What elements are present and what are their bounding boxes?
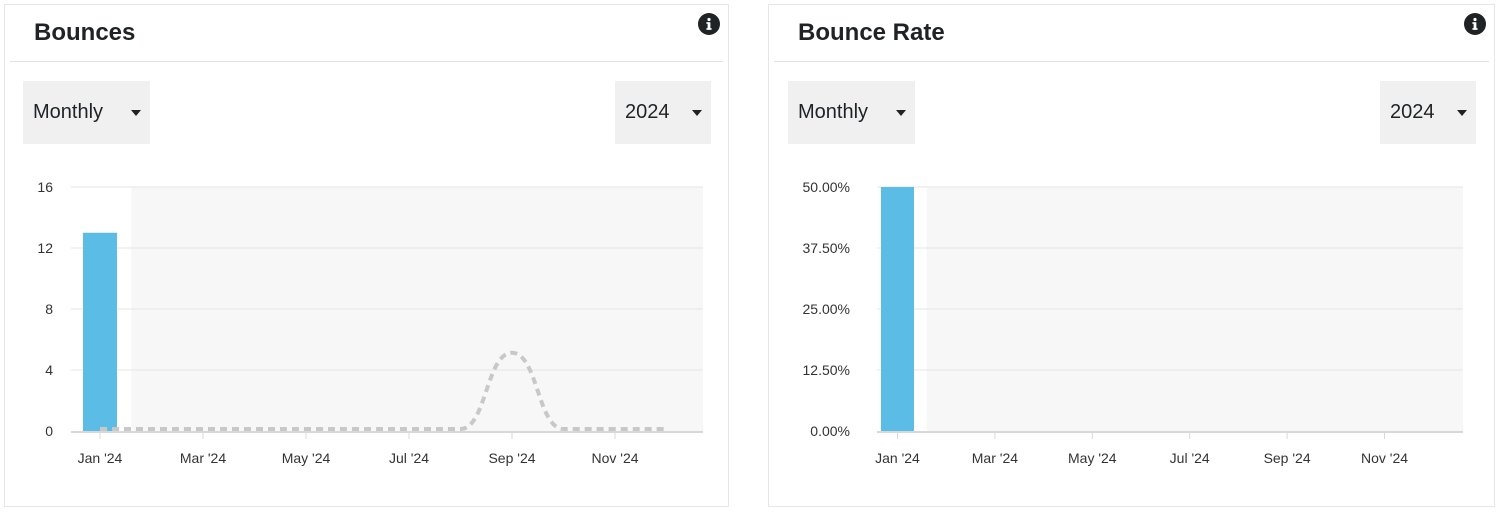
y-tick-label: 0.00% xyxy=(810,423,850,439)
caret-down-icon xyxy=(131,110,141,116)
y-tick-label: 16 xyxy=(37,179,53,195)
bar xyxy=(881,187,914,431)
x-tick-label: Jan '24 xyxy=(875,450,920,466)
period-select[interactable]: Monthly xyxy=(788,81,915,144)
y-tick-label: 4 xyxy=(45,362,53,378)
year-select-value: 2024 xyxy=(625,101,670,123)
y-tick-label: 12 xyxy=(37,240,53,256)
dashed-series-line xyxy=(100,350,667,431)
x-tick-label: Nov '24 xyxy=(591,450,638,466)
period-select[interactable]: Monthly xyxy=(23,81,150,144)
year-select[interactable]: 2024 xyxy=(615,81,711,144)
card-title: Bounces xyxy=(34,19,136,46)
period-select-value: Monthly xyxy=(33,101,104,123)
y-tick-label: 37.50% xyxy=(803,240,850,256)
x-tick-label: Jul '24 xyxy=(389,450,429,466)
x-tick-label: Sep '24 xyxy=(1264,450,1311,466)
period-select-value: Monthly xyxy=(798,101,869,123)
info-icon[interactable] xyxy=(698,13,720,35)
bounce-rate-card: Bounce Rate Monthly 2024 0.00% 12.50% 25.0… xyxy=(768,4,1495,507)
y-tick-label: 25.00% xyxy=(803,301,850,317)
card-title: Bounce Rate xyxy=(798,19,945,46)
x-tick-label: Sep '24 xyxy=(488,450,535,466)
year-select[interactable]: 2024 xyxy=(1380,81,1476,144)
y-tick-label: 8 xyxy=(45,301,53,317)
caret-down-icon xyxy=(896,110,906,116)
caret-down-icon xyxy=(1457,110,1467,116)
x-tick-label: Jan '24 xyxy=(78,450,123,466)
y-tick-label: 12.50% xyxy=(803,362,850,378)
caret-down-icon xyxy=(692,110,702,116)
info-icon[interactable] xyxy=(1464,13,1486,35)
year-select-value: 2024 xyxy=(1390,101,1435,123)
x-tick-label: Jul '24 xyxy=(1170,450,1210,466)
bar xyxy=(83,232,117,431)
x-tick-label: Mar '24 xyxy=(180,450,226,466)
y-tick-label: 0 xyxy=(45,423,53,439)
x-tick-label: May '24 xyxy=(282,450,331,466)
y-tick-label: 50.00% xyxy=(803,179,850,195)
header-divider xyxy=(10,61,723,62)
header-divider xyxy=(774,61,1489,62)
x-tick-label: May '24 xyxy=(1068,450,1117,466)
bounce-rate-chart: 0.00% 12.50% 25.00% 37.50% 50.00% Jan '24 Mar … xyxy=(803,179,1463,466)
x-tick-label: Nov '24 xyxy=(1361,450,1408,466)
x-tick-label: Mar '24 xyxy=(972,450,1018,466)
bounces-chart: 0 4 8 12 16 Jan '24 Mar '24 May '24 Jul '24 Sep '… xyxy=(37,179,703,466)
bounces-card: Bounces Monthly 2024 0 4 8 12 16 Jan '24 Mar '… xyxy=(4,4,729,507)
